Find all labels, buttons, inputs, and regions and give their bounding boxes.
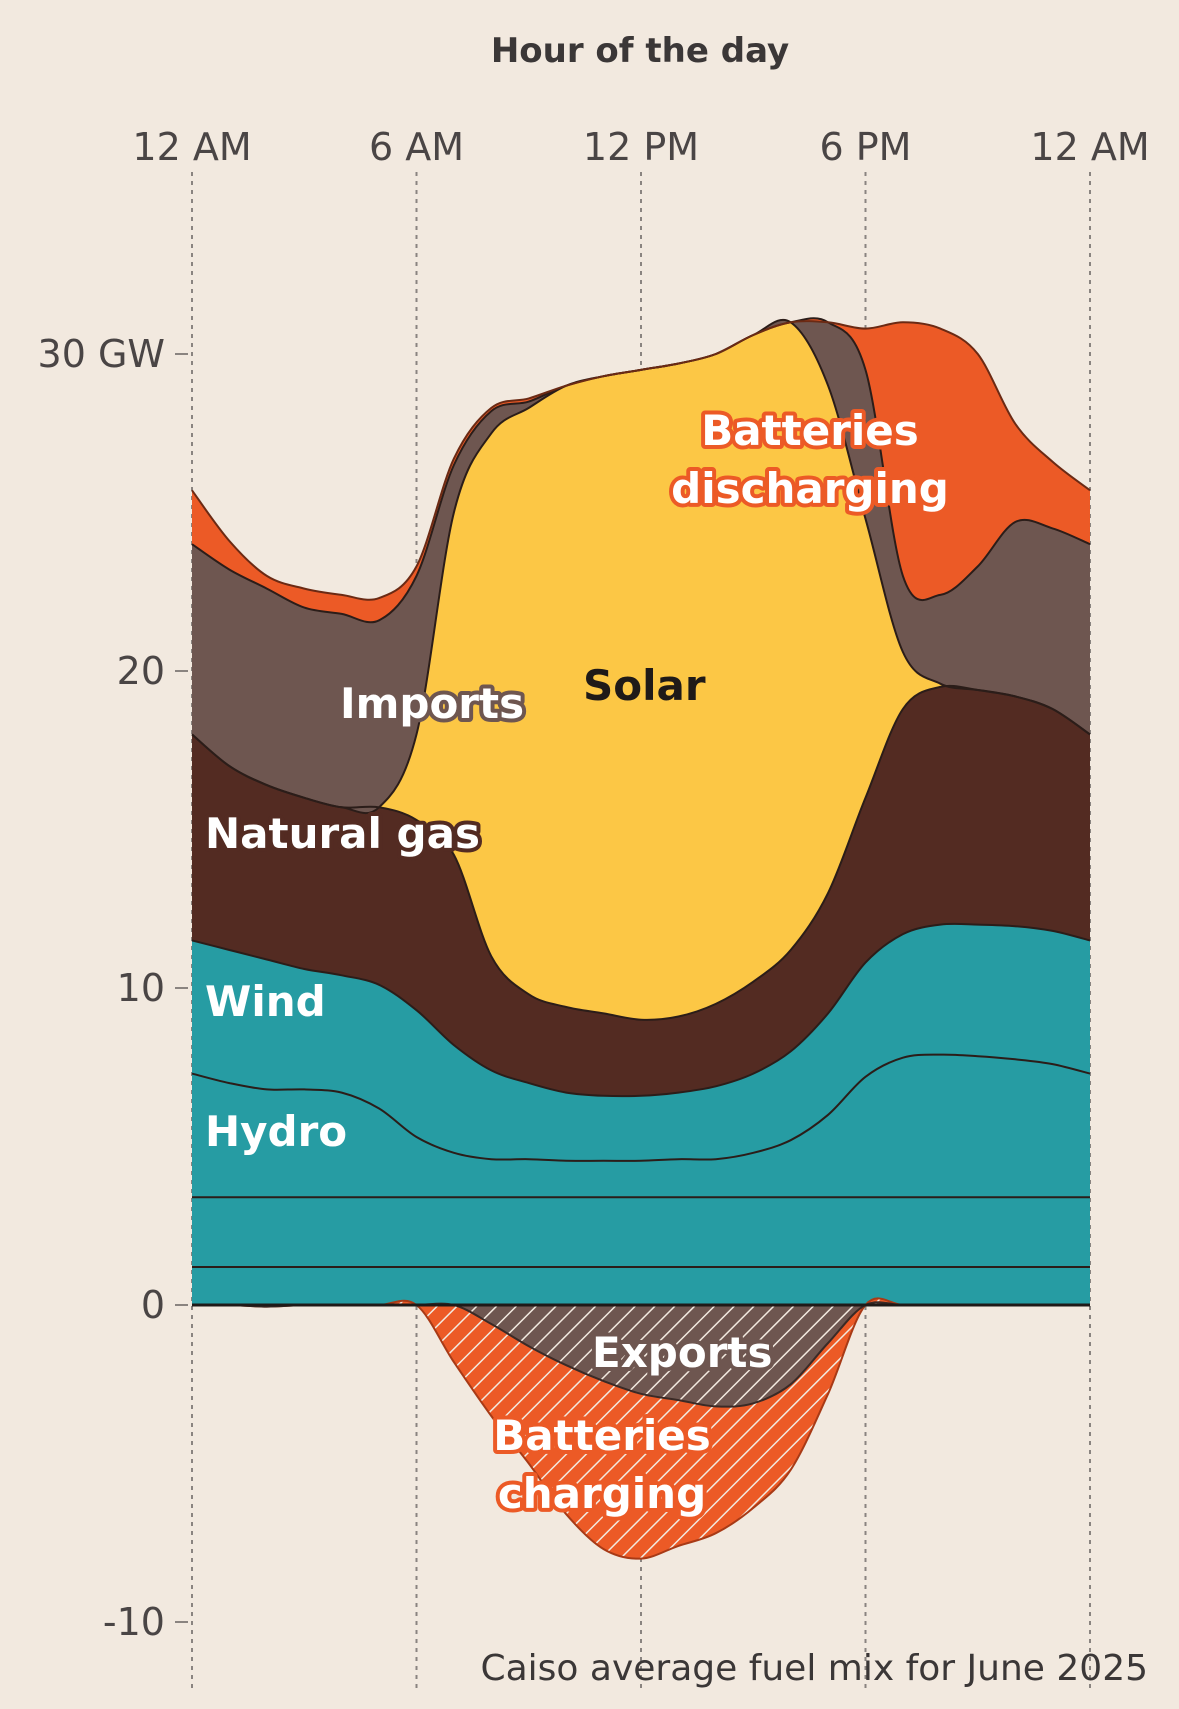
other-base-1-area	[192, 1266, 1090, 1305]
imports-label: Imports	[340, 679, 524, 728]
wind-label: Wind	[205, 977, 326, 1026]
x-tick-label: 12 AM	[132, 125, 251, 169]
other-base-2-area	[192, 1197, 1090, 1267]
y-tick-label: 10	[117, 966, 165, 1010]
exports-label: Exports	[592, 1328, 773, 1377]
batteries-discharging-label: discharging	[671, 464, 949, 513]
imports-area	[192, 318, 1090, 814]
y-tick-label: 0	[141, 1283, 165, 1327]
x-tick-label: 6 PM	[820, 125, 912, 169]
y-axis-ticks: 30 GW 20 10 0 -10	[38, 332, 188, 1644]
series-labels: Batteries discharging Imports Solar Natural …	[201, 402, 953, 1522]
solar-label: Solar	[583, 661, 706, 710]
y-tick-label: -10	[103, 1600, 165, 1644]
batteries-charging-label: Batteries	[493, 1411, 711, 1460]
natural-gas-area	[192, 685, 1090, 1097]
exports-area	[192, 1302, 1090, 1407]
boundary-wind	[191, 922, 1091, 1098]
hydro-area	[192, 1054, 1090, 1198]
stacked-areas	[191, 317, 1091, 1560]
x-axis-title: Hour of the day	[491, 31, 789, 71]
batteries-discharging-label: Batteries	[701, 406, 919, 455]
natural-gas-label: Natural gas	[205, 809, 480, 858]
boundary-hydro	[191, 1053, 1091, 1162]
solar-area	[192, 319, 1090, 1020]
wind-area	[192, 923, 1090, 1161]
batteries-discharging-area	[192, 318, 1090, 623]
batteries-charging-label: charging	[498, 1469, 706, 1518]
x-tick-label: 12 AM	[1030, 125, 1149, 169]
x-tick-label: 6 AM	[369, 125, 464, 169]
chart-caption: Caiso average fuel mix for June 2025	[480, 1648, 1148, 1689]
hydro-label: Hydro	[205, 1107, 347, 1156]
y-tick-label: 20	[117, 649, 165, 693]
boundary-batteries-discharging	[191, 320, 1091, 601]
x-tick-label: 12 PM	[583, 125, 699, 169]
y-tick-label: 30 GW	[38, 332, 165, 376]
